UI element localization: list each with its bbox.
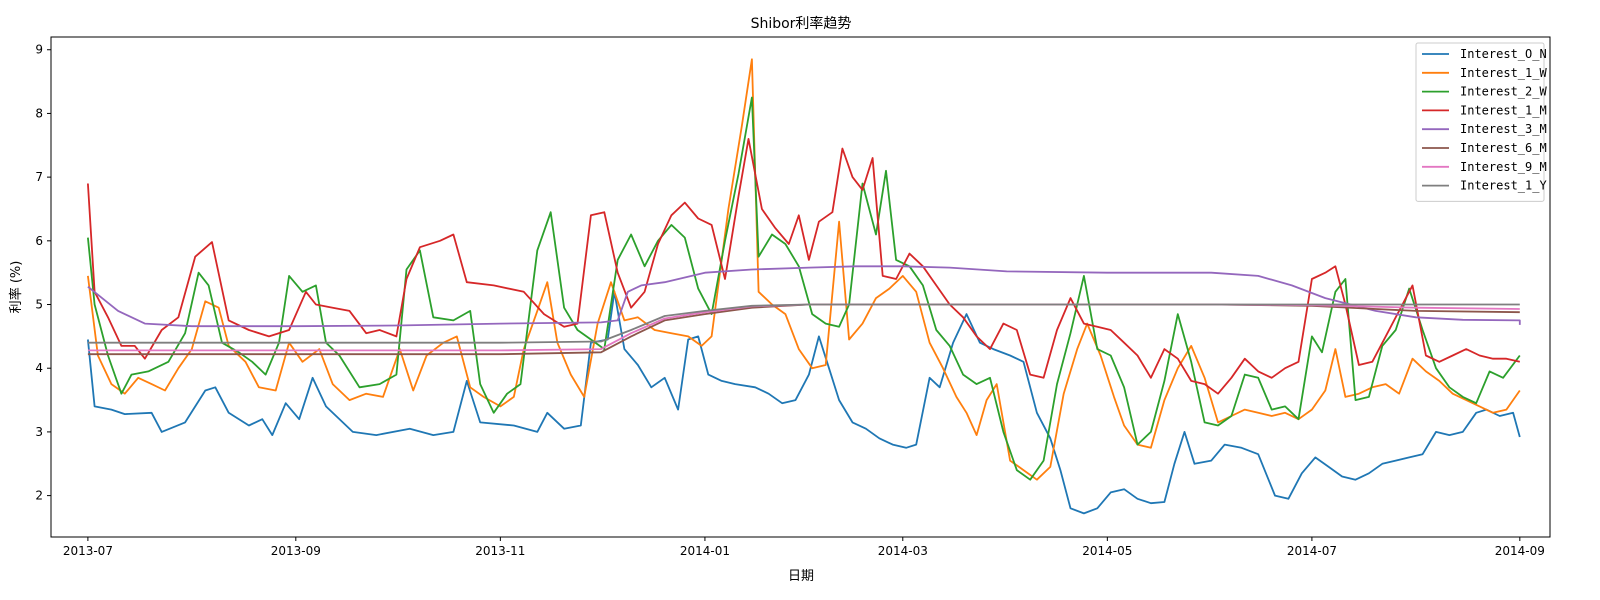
legend-box [1415, 42, 1545, 202]
y-tick-label: 2 [35, 489, 43, 503]
legend-label: Interest_6_M [1460, 141, 1547, 155]
legend-label: Interest_1_Y [1460, 179, 1547, 193]
x-tick-label: 2014-09 [1495, 544, 1545, 558]
legend-label: Interest_1_M [1460, 103, 1547, 117]
chart-title: Shibor利率趋势 [751, 15, 852, 32]
y-tick-label: 9 [35, 43, 43, 57]
y-tick-label: 8 [35, 106, 43, 120]
plot-frame [50, 36, 1551, 538]
x-tick-label: 2014-01 [680, 544, 730, 558]
x-tick-label: 2013-11 [475, 544, 525, 558]
legend-label: Interest_3_M [1460, 122, 1547, 136]
legend-label: Interest_1_W [1460, 66, 1547, 80]
series-line-3 [87, 138, 1521, 395]
y-tick-label: 5 [35, 298, 43, 312]
series-lines [87, 58, 1521, 515]
plot-area [87, 58, 1521, 515]
y-tick-label: 7 [35, 170, 43, 184]
x-tick-label: 2013-07 [63, 544, 113, 558]
legend-label: Interest_O_N [1460, 47, 1547, 61]
y-axis: 2 3 4 5 6 7 8 9 [35, 43, 51, 503]
x-tick-label: 2014-05 [1082, 544, 1132, 558]
legend-label: Interest_9_M [1460, 160, 1547, 174]
legend-label: Interest_2_W [1460, 85, 1547, 99]
series-line-7 [87, 303, 1520, 344]
x-tick-label: 2014-07 [1287, 544, 1337, 558]
y-tick-label: 4 [35, 361, 43, 375]
y-tick-label: 3 [35, 425, 43, 439]
legend: Interest_O_N Interest_1_W Interest_2_W Inte… [1415, 42, 1547, 202]
y-tick-label: 6 [35, 234, 43, 248]
x-axis: 2013-07 2013-09 2013-11 2014-01 2014-03 2014-… [63, 537, 1545, 558]
series-line-5 [87, 303, 1520, 356]
y-axis-title: 利率 (%) [8, 261, 24, 314]
series-line-4 [87, 265, 1521, 328]
x-axis-title: 日期 [788, 569, 814, 584]
series-line-0 [87, 290, 1521, 515]
series-line-1 [87, 58, 1521, 481]
series-line-2 [87, 96, 1521, 481]
x-tick-label: 2013-09 [271, 544, 321, 558]
x-tick-label: 2014-03 [878, 544, 928, 558]
